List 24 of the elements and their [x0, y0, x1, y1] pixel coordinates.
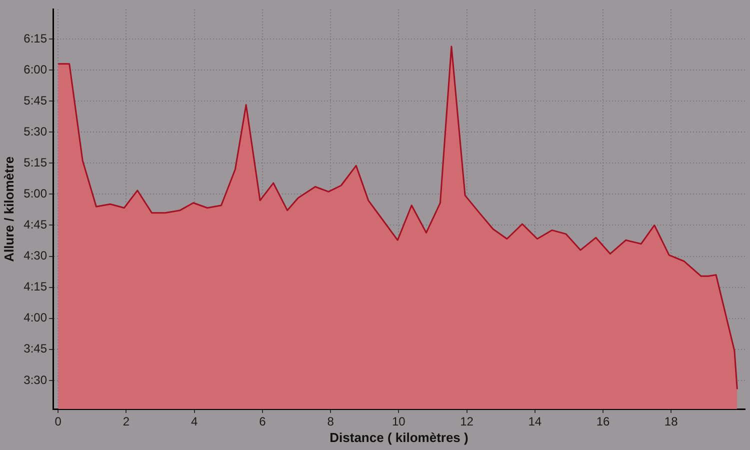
y-tick-label: 4:30: [24, 248, 48, 263]
x-tick-label: 8: [327, 414, 334, 429]
y-tick-label: 4:15: [24, 280, 48, 294]
x-tick-label: 10: [392, 414, 406, 429]
x-tick-label: 4: [190, 414, 198, 429]
y-tick-label: 5:15: [24, 155, 48, 170]
y-axis-title: Allure / kilomètre: [1, 156, 16, 262]
x-tick-label: 12: [460, 414, 474, 429]
y-tick-label: 5:45: [24, 93, 48, 108]
y-tick-label: 4:45: [24, 218, 48, 232]
x-axis-title: Distance ( kilomètres ): [330, 430, 468, 445]
y-tick-label: 5:30: [24, 124, 48, 138]
x-tick-label: 14: [528, 414, 542, 429]
y-tick-label: 3:30: [24, 372, 48, 387]
y-tick-label: 6:00: [24, 62, 48, 76]
x-tick-label: 16: [596, 414, 610, 429]
y-tick-label: 4:00: [24, 310, 48, 325]
x-tick-label: 0: [54, 414, 62, 429]
y-tick-label: 3:45: [24, 342, 48, 356]
y-tick-label: 5:00: [24, 186, 48, 201]
x-tick-label: 6: [259, 414, 266, 429]
x-tick-label: 18: [664, 414, 678, 429]
x-tick-label: 2: [122, 414, 130, 429]
y-tick-label: 6:15: [24, 31, 48, 46]
